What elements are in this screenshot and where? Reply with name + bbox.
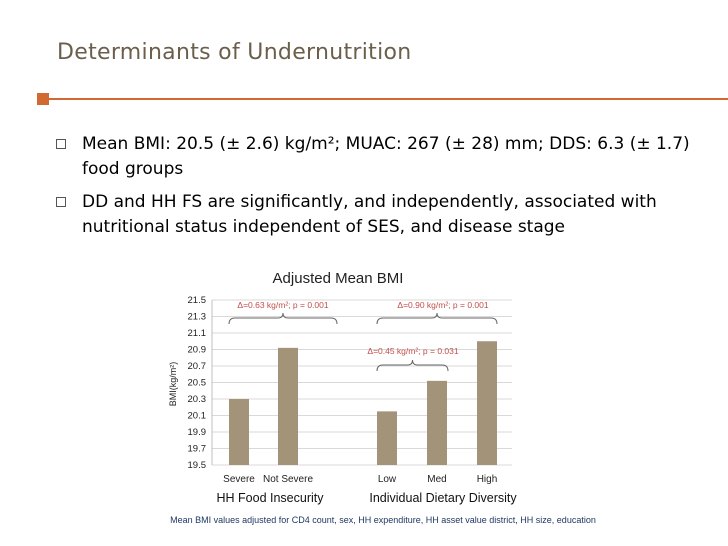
bar-low <box>377 411 397 465</box>
bar-med <box>427 380 447 465</box>
chart-gridlines <box>211 299 512 466</box>
annotation-low-vs-high: Δ=0.90 kg/m²; p = 0.001 <box>397 300 488 310</box>
y-tick-label: 20.7 <box>188 361 207 372</box>
y-tick-label: 21.3 <box>188 312 207 323</box>
x-category-label: Low <box>378 474 397 485</box>
bracket-low-vs-high <box>376 312 498 325</box>
bullet-list: Mean BMI: 20.5 (± 2.6) kg/m²; MUAC: 267 … <box>56 132 706 248</box>
accent-line <box>49 98 728 100</box>
bar-not-severe <box>278 347 298 465</box>
bullet-square-icon <box>56 139 66 149</box>
y-tick-label: 20.1 <box>188 411 207 422</box>
bullet-square-icon <box>56 197 66 207</box>
bullet-item: Mean BMI: 20.5 (± 2.6) kg/m²; MUAC: 267 … <box>56 132 706 182</box>
annotation-low-vs-med: Δ=0.45 kg/m²; p = 0.031 <box>367 346 458 356</box>
x-category-label: Severe <box>223 474 255 485</box>
x-axis-category-labels: Severe Not Severe Low Med High <box>223 474 497 485</box>
y-tick-label: 21.5 <box>188 295 207 306</box>
y-axis-label: BMI(kg/m²) <box>168 362 178 407</box>
y-tick-label: 19.5 <box>188 460 207 471</box>
y-axis-ticks: 21.5 21.3 21.1 20.9 20.7 20.5 20.3 20.1 19.9 19.7… <box>188 295 207 471</box>
y-tick-label: 20.9 <box>188 345 207 356</box>
x-category-label: Med <box>427 474 446 485</box>
annotation-severe-vs-not-severe: Δ=0.63 kg/m²; p = 0.001 <box>237 300 328 310</box>
y-tick-label: 19.9 <box>188 427 207 438</box>
y-tick-label: 20.3 <box>188 394 207 405</box>
bar-severe <box>229 399 249 465</box>
slide-title: Determinants of Undernutrition <box>57 40 412 65</box>
y-tick-label: 19.7 <box>188 444 207 455</box>
bullet-text: DD and HH FS are significantly, and inde… <box>82 192 657 237</box>
bullet-text: Mean BMI: 20.5 (± 2.6) kg/m²; MUAC: 267 … <box>82 134 690 179</box>
y-tick-label: 20.5 <box>188 378 207 389</box>
y-tick-label: 21.1 <box>188 328 207 339</box>
bullet-item: DD and HH FS are significantly, and inde… <box>56 190 706 240</box>
accent-square <box>37 93 49 105</box>
group-label-hh-food-insecurity: HH Food Insecurity <box>217 491 325 505</box>
bar-high <box>477 341 497 465</box>
comparison-brackets <box>228 312 498 372</box>
chart-title: Adjusted Mean BMI <box>273 270 404 287</box>
chart-bars <box>229 341 497 465</box>
x-category-label: Not Severe <box>263 474 313 485</box>
bracket-low-vs-med <box>376 359 449 372</box>
group-label-individual-dietary-diversity: Individual Dietary Diversity <box>369 491 517 505</box>
chart-footnote: Mean BMI values adjusted for CD4 count, … <box>170 515 596 525</box>
x-category-label: High <box>477 474 498 485</box>
bracket-severe-vs-not-severe <box>228 312 338 325</box>
